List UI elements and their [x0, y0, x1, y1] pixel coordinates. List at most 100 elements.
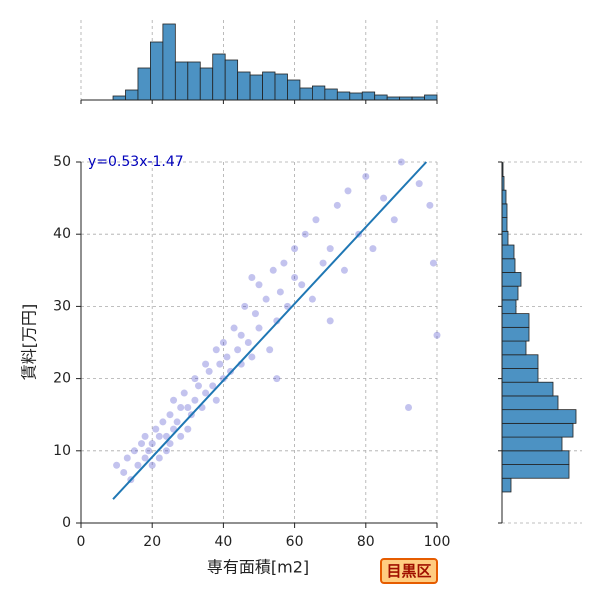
- scatter-point: [415, 180, 423, 188]
- scatter-point: [273, 375, 281, 383]
- histogram-bar: [501, 409, 577, 424]
- scatter-point: [255, 324, 263, 332]
- scatter-point: [209, 382, 217, 390]
- histogram-bar: [374, 94, 388, 101]
- scatter-point: [312, 216, 320, 224]
- scatter-point: [180, 389, 188, 397]
- scatter-point: [333, 201, 341, 209]
- scatter-point: [248, 274, 256, 282]
- y-tick-label: 30: [53, 298, 71, 314]
- scatter-point: [301, 230, 309, 238]
- scatter-point: [269, 266, 277, 274]
- scatter-point: [141, 432, 149, 440]
- y-tick-label: 20: [53, 371, 71, 387]
- scatter-point: [166, 411, 174, 419]
- histogram-bar: [137, 67, 151, 101]
- scatter-point: [230, 324, 238, 332]
- histogram-bar: [199, 67, 214, 101]
- regression-label: y=0.53x-1.47: [88, 154, 184, 170]
- histogram-bar: [424, 94, 438, 101]
- histogram-bar: [501, 326, 530, 342]
- scatter-point: [380, 194, 388, 202]
- histogram-bar: [501, 354, 539, 369]
- scatter-point: [184, 403, 192, 411]
- scatter-point: [276, 288, 284, 296]
- scatter-point: [362, 172, 370, 180]
- histogram-bar: [501, 395, 559, 411]
- histogram-bar: [125, 89, 139, 101]
- scatter-point: [113, 461, 121, 469]
- scatter-point: [130, 447, 138, 455]
- histogram-bar: [249, 74, 263, 101]
- scatter-point: [340, 266, 348, 274]
- histogram-bar: [501, 217, 508, 232]
- scatter-point: [319, 259, 327, 267]
- scatter-point: [326, 317, 334, 325]
- scatter-point: [148, 461, 156, 469]
- histogram-bar: [501, 258, 516, 273]
- histogram-bar: [501, 450, 570, 465]
- scatter-point: [251, 310, 259, 318]
- scatter-point: [244, 339, 252, 346]
- y-axis-label: 賃料[万円]: [20, 304, 39, 381]
- scatter-point: [212, 346, 220, 354]
- histogram-bar: [501, 436, 563, 452]
- scatter-point: [145, 447, 153, 455]
- histogram-bar: [237, 71, 251, 101]
- histogram-bar: [274, 73, 288, 101]
- scatter-point: [194, 382, 202, 390]
- histogram-bar: [112, 95, 126, 101]
- histogram-bar: [501, 368, 539, 383]
- scatter-point: [159, 418, 167, 426]
- scatter-point: [216, 360, 224, 368]
- histogram-bar: [336, 91, 351, 101]
- scatter-point: [344, 187, 352, 195]
- histogram-bar: [349, 92, 363, 101]
- x-tick-label: 0: [77, 534, 86, 550]
- scatter-point: [141, 454, 149, 462]
- scatter-point: [148, 440, 156, 448]
- histogram-bar: [501, 340, 527, 356]
- scatter-point: [191, 375, 199, 383]
- scatter-point: [241, 302, 249, 310]
- scatter-point: [280, 259, 288, 267]
- scatter-point: [326, 245, 334, 253]
- y-tick-label: 40: [53, 226, 71, 242]
- scatter-point: [184, 425, 192, 433]
- histogram-bar: [287, 79, 301, 101]
- histogram-bar: [501, 272, 522, 287]
- regression-line: [112, 161, 428, 500]
- histogram-bar: [501, 422, 574, 438]
- scatter-point: [390, 216, 398, 224]
- histogram-bar: [501, 285, 519, 301]
- area-badge: 目黒区: [380, 558, 438, 584]
- scatter-point: [298, 281, 306, 289]
- scatter-point: [162, 447, 170, 455]
- scatter-point: [177, 403, 185, 411]
- scatter-point: [433, 331, 441, 339]
- scatter-point: [173, 418, 181, 426]
- histogram-bar: [501, 189, 507, 205]
- scatter-point: [266, 346, 274, 354]
- histogram-bar: [212, 53, 226, 101]
- histogram-bar: [311, 85, 326, 101]
- histogram-bar: [501, 381, 554, 397]
- scatter-point: [369, 245, 377, 253]
- scatter-point: [397, 158, 405, 166]
- scatter-point: [138, 440, 146, 448]
- histogram-bar: [262, 71, 276, 101]
- histogram-bar: [224, 59, 239, 101]
- scatter-point: [152, 425, 160, 433]
- scatter-point: [191, 396, 199, 404]
- y-tick-label: 0: [62, 515, 71, 531]
- histogram-bar: [501, 244, 515, 260]
- histogram-bar: [501, 203, 508, 218]
- x-axis-label: 専有面積[m2]: [207, 558, 309, 577]
- scatter-point: [123, 454, 131, 462]
- scatter-point: [202, 389, 210, 397]
- scatter-point: [134, 461, 142, 469]
- x-tick-label: 80: [357, 534, 375, 550]
- scatter-point: [170, 396, 178, 404]
- x-tick-label: 60: [286, 534, 304, 550]
